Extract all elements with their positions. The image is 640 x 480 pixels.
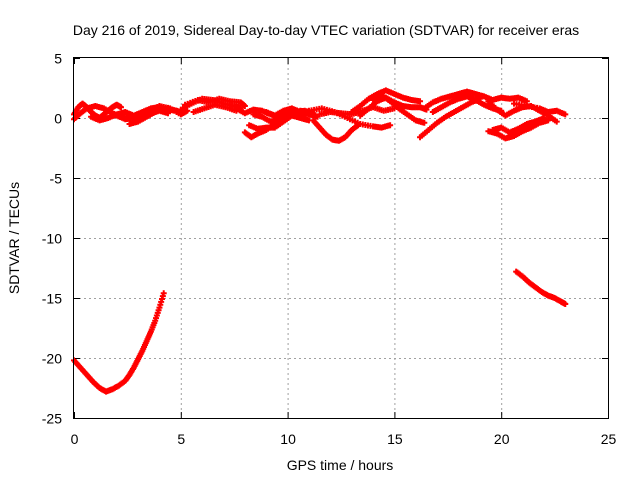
y-tick-label: -25 [42,411,62,427]
series-track-18 [348,87,424,115]
series-track-22 [421,88,530,112]
data-points [71,87,569,395]
data-point [241,103,248,109]
x-tick-label: 15 [387,431,403,447]
series-track-20 [370,92,428,126]
x-tick-label: 5 [177,431,185,447]
data-point [117,104,124,111]
data-point [540,115,547,121]
x-tick-label: 20 [494,431,510,447]
y-tick-labels: -25 -20 -15 -10 -5 0 5 [42,51,62,427]
data-point [387,122,394,129]
plot-frame [73,57,609,419]
y-axis-label: SDTVAR / TECUs [6,182,22,294]
y-tick-label: -15 [42,291,62,307]
data-point [545,117,552,124]
data-point [421,119,428,126]
y-tick-label: -5 [50,171,63,187]
x-tick-labels: 0 5 10 15 20 25 [71,431,617,447]
series-track-8 [182,95,248,109]
series-track-25 [511,100,569,118]
data-point [562,301,569,307]
y-tick-label: -10 [42,231,62,247]
chart-title: Day 216 of 2019, Sidereal Day-to-day VTE… [73,22,579,38]
x-axis-label: GPS time / hours [287,457,394,473]
series-track-24 [485,98,560,125]
x-tick-label: 25 [601,431,617,447]
data-point [417,98,424,105]
data-point [160,290,167,297]
y-tick-label: 5 [54,51,62,67]
data-point [562,111,569,118]
series-track-21 [417,95,483,141]
series-track-28 [71,290,167,395]
y-tick-label: -20 [42,351,62,367]
series-track-15 [310,117,362,144]
series-track-6 [135,103,191,118]
x-tick-label: 0 [71,431,79,447]
y-tick-label: 0 [54,111,62,127]
x-tick-label: 10 [280,431,296,447]
series-track-29 [513,268,569,307]
data-point [553,118,560,125]
series-track-27 [489,115,547,136]
